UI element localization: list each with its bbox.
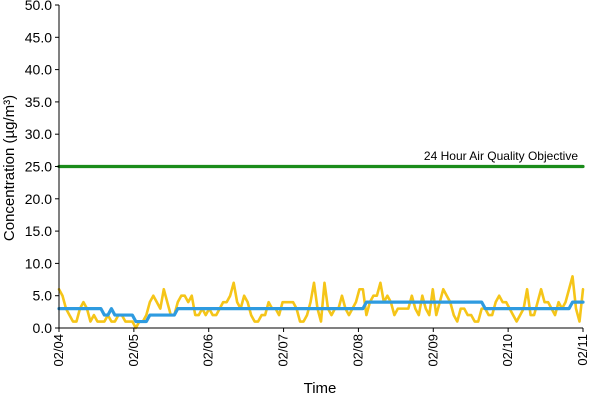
- y-tick-label: 50.0: [25, 0, 52, 13]
- series-line-pm25-hourly: [57, 275, 585, 330]
- y-axis-title: Concentration (µg/m³): [1, 95, 18, 241]
- y-tick-layer: 0.0 5.0 10.0 15.0 20.0 25.0 30.0 35.0 40.0 45.0 50…: [25, 0, 59, 336]
- y-tick-label: 15.0: [25, 223, 52, 239]
- y-tick-label: 40.0: [25, 62, 52, 78]
- x-tick-label: 02/05: [126, 334, 141, 367]
- y-tick-label: 0.0: [33, 320, 53, 336]
- y-tick-label: 30.0: [25, 126, 52, 142]
- x-tick-label: 02/08: [350, 334, 365, 367]
- x-tick-label: 02/11: [575, 334, 590, 366]
- x-tick-label: 02/09: [425, 334, 440, 367]
- x-tick-layer: 02/04 02/05 02/06 02/07 02/08 02/09 02/10 02/11: [51, 328, 590, 367]
- x-tick-label: 02/07: [276, 334, 291, 367]
- y-tick-label: 35.0: [25, 94, 52, 110]
- y-tick-label: 25.0: [25, 159, 52, 175]
- series-layer: [57, 164, 585, 330]
- series-line-pm25-average: [57, 300, 585, 324]
- y-tick-label: 10.0: [25, 255, 52, 271]
- objective-annotation: 24 Hour Air Quality Objective: [424, 149, 578, 163]
- x-axis-title: Time: [304, 380, 337, 397]
- y-tick-label: 45.0: [25, 29, 52, 45]
- y-tick-label: 20.0: [25, 191, 52, 207]
- y-tick-label: 5.0: [33, 288, 53, 304]
- x-tick-label: 02/06: [201, 334, 216, 367]
- x-tick-label: 02/10: [500, 334, 515, 367]
- x-tick-label: 02/04: [51, 334, 66, 367]
